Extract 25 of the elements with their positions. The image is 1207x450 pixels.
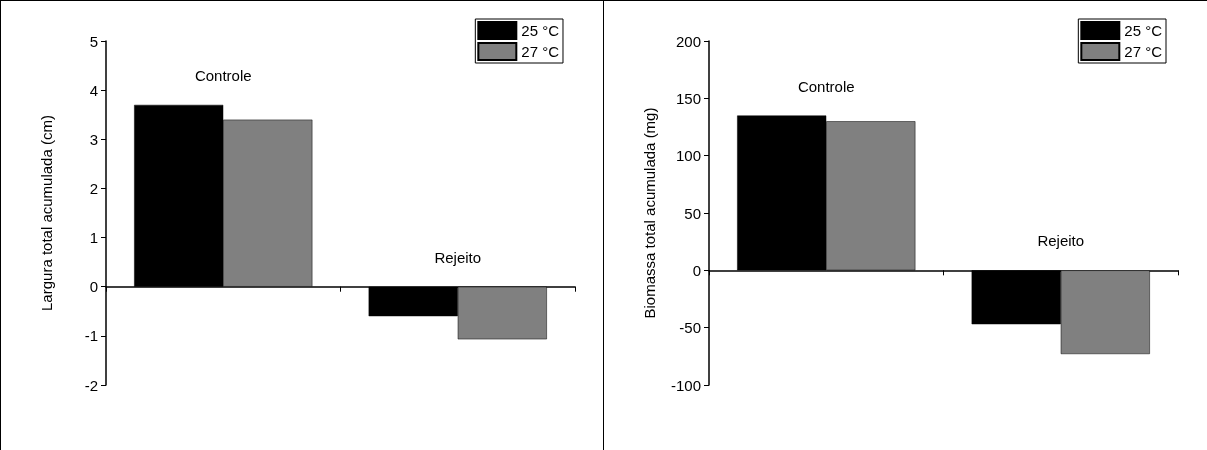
legend-label: 25 °C [1124, 22, 1163, 39]
legend-label: 25 °C [521, 22, 560, 39]
y-tick-label: 3 [89, 130, 98, 148]
legend-label: 27 °C [1124, 43, 1163, 60]
y-tick-label: -50 [679, 319, 701, 337]
y-tick-label: 50 [684, 204, 701, 222]
y-tick-label: 200 [675, 32, 701, 50]
y-tick-label: -100 [670, 376, 701, 394]
y-tick-label: 5 [89, 32, 98, 50]
y-tick-label: 1 [89, 229, 98, 247]
y-axis-title: Largura total acumulada (cm) [38, 115, 55, 311]
y-axis-title: Biomassa total acumulada (mg) [641, 107, 658, 319]
y-tick-label: 0 [692, 261, 701, 279]
y-tick-label: 100 [675, 147, 701, 165]
y-tick-label: 0 [89, 278, 98, 296]
x-tick-label: Controle [797, 77, 855, 95]
x-tick-label: Controle [194, 66, 252, 84]
y-tick-label: 2 [89, 179, 98, 197]
y-tick-label: -1 [84, 327, 98, 345]
y-tick-label: 150 [675, 89, 701, 107]
legend-label: 27 °C [521, 43, 560, 60]
y-tick-label: 4 [89, 81, 98, 99]
x-tick-label: Rejeito [1037, 232, 1085, 250]
y-tick-label: -2 [84, 376, 98, 394]
x-tick-label: Rejeito [434, 248, 482, 266]
